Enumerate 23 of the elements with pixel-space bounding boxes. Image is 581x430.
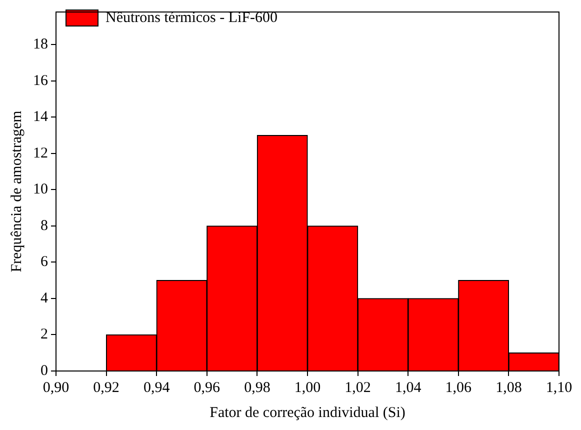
x-tick-label: 1,04 <box>394 380 422 396</box>
x-tick-label: 0,96 <box>194 380 221 396</box>
y-tick-label: 4 <box>40 290 48 306</box>
x-tick-label: 0,94 <box>143 380 170 396</box>
x-tick-label: 0,92 <box>93 380 120 396</box>
x-tick-label: 0,90 <box>42 380 70 396</box>
x-axis-title: Fator de correção individual (Si) <box>210 404 406 421</box>
y-tick-label: 2 <box>40 326 48 343</box>
x-tick-label: 1,10 <box>546 380 572 396</box>
x-tick-label: 1,08 <box>496 380 522 396</box>
x-tick-label: 1,02 <box>344 380 371 396</box>
y-tick-label: 0 <box>40 362 48 379</box>
x-tick-label: 0,98 <box>244 380 270 396</box>
x-tick-label: 1,00 <box>294 380 321 396</box>
y-axis-title: Frequência de amostragem <box>8 110 25 272</box>
y-tick-label: 18 <box>33 36 48 53</box>
y-tick-label: 6 <box>40 254 48 270</box>
y-tick-label: 12 <box>33 145 48 162</box>
y-tick-label: 8 <box>40 218 48 234</box>
y-tick-label: 16 <box>33 72 48 89</box>
y-tick-label: 10 <box>33 182 48 198</box>
x-tick-label: 1,06 <box>445 380 472 396</box>
y-tick-label: 14 <box>33 109 48 126</box>
